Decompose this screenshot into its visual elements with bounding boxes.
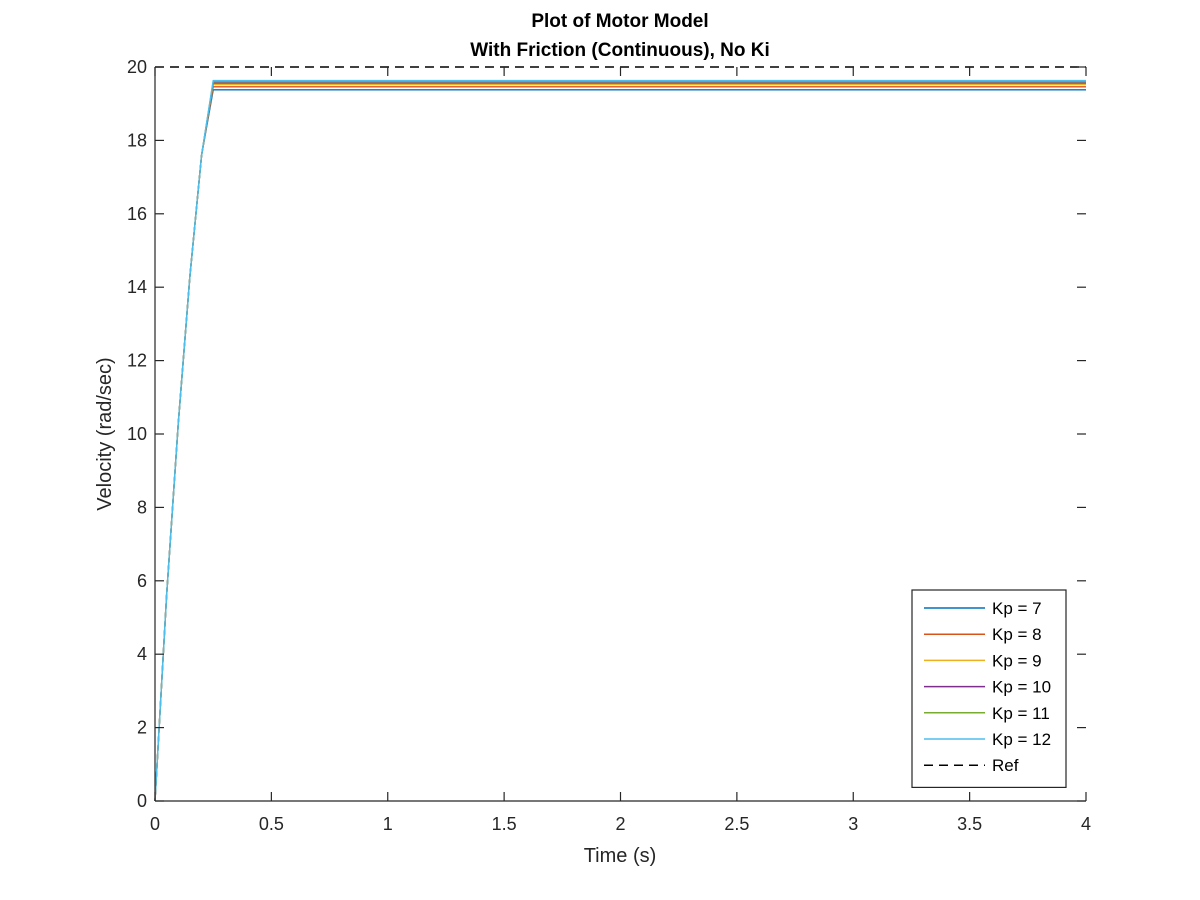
y-tick-label: 6 [137, 571, 147, 591]
y-tick-label: 2 [137, 718, 147, 738]
legend-label-kp-9: Kp = 9 [992, 651, 1042, 670]
y-tick-label: 16 [127, 204, 147, 224]
y-tick-label: 14 [127, 277, 147, 297]
y-tick-label: 18 [127, 130, 147, 150]
series-layer [154, 66, 1086, 802]
y-tick-label: 12 [127, 351, 147, 371]
x-tick-label: 0 [150, 814, 160, 834]
y-axis-label: Velocity (rad/sec) [94, 357, 116, 510]
x-tick-label: 0.5 [259, 814, 284, 834]
x-tick-label: 3 [848, 814, 858, 834]
legend-box [911, 589, 1067, 788]
y-tick-label: 4 [137, 644, 147, 664]
y-tick-label: 10 [127, 424, 147, 444]
legend: Kp = 7 Kp = 8 Kp = 9 Kp = 10 Kp = 11 Kp = 12 R… [911, 589, 1067, 788]
y-tick-label: 8 [137, 497, 147, 517]
axes-layer: 0 0.5 1 1.5 2 2.5 3 3.5 4 0 2 4 6 8 10 12 14 16 18 20 [127, 57, 1091, 834]
x-tick-label: 3.5 [957, 814, 982, 834]
x-axis-label: Time (s) [584, 845, 657, 867]
legend-label-kp-7: Kp = 7 [992, 599, 1042, 618]
legend-label-kp-8: Kp = 8 [992, 625, 1042, 644]
y-tick-label: 20 [127, 57, 147, 77]
legend-label-kp-10: Kp = 10 [992, 678, 1051, 697]
chart-title-line-2: With Friction (Continuous), No Ki [470, 40, 770, 61]
chart-title-line-1: Plot of Motor Model [531, 11, 708, 32]
x-tick-label: 4 [1081, 814, 1091, 834]
x-tick-label: 1.5 [492, 814, 517, 834]
x-tick-label: 1 [383, 814, 393, 834]
legend-label-kp-12: Kp = 12 [992, 730, 1051, 749]
legend-label-ref: Ref [992, 756, 1019, 775]
plot-area: 0 0.5 1 1.5 2 2.5 3 3.5 4 0 2 4 6 8 10 12 14 16 18 20 [127, 57, 1091, 834]
x-tick-label: 2.5 [724, 814, 749, 834]
y-tick-label: 0 [137, 791, 147, 811]
legend-label-kp-11: Kp = 11 [992, 704, 1050, 723]
series-line-kp-12 [154, 79, 1086, 802]
x-tick-label: 2 [615, 814, 625, 834]
